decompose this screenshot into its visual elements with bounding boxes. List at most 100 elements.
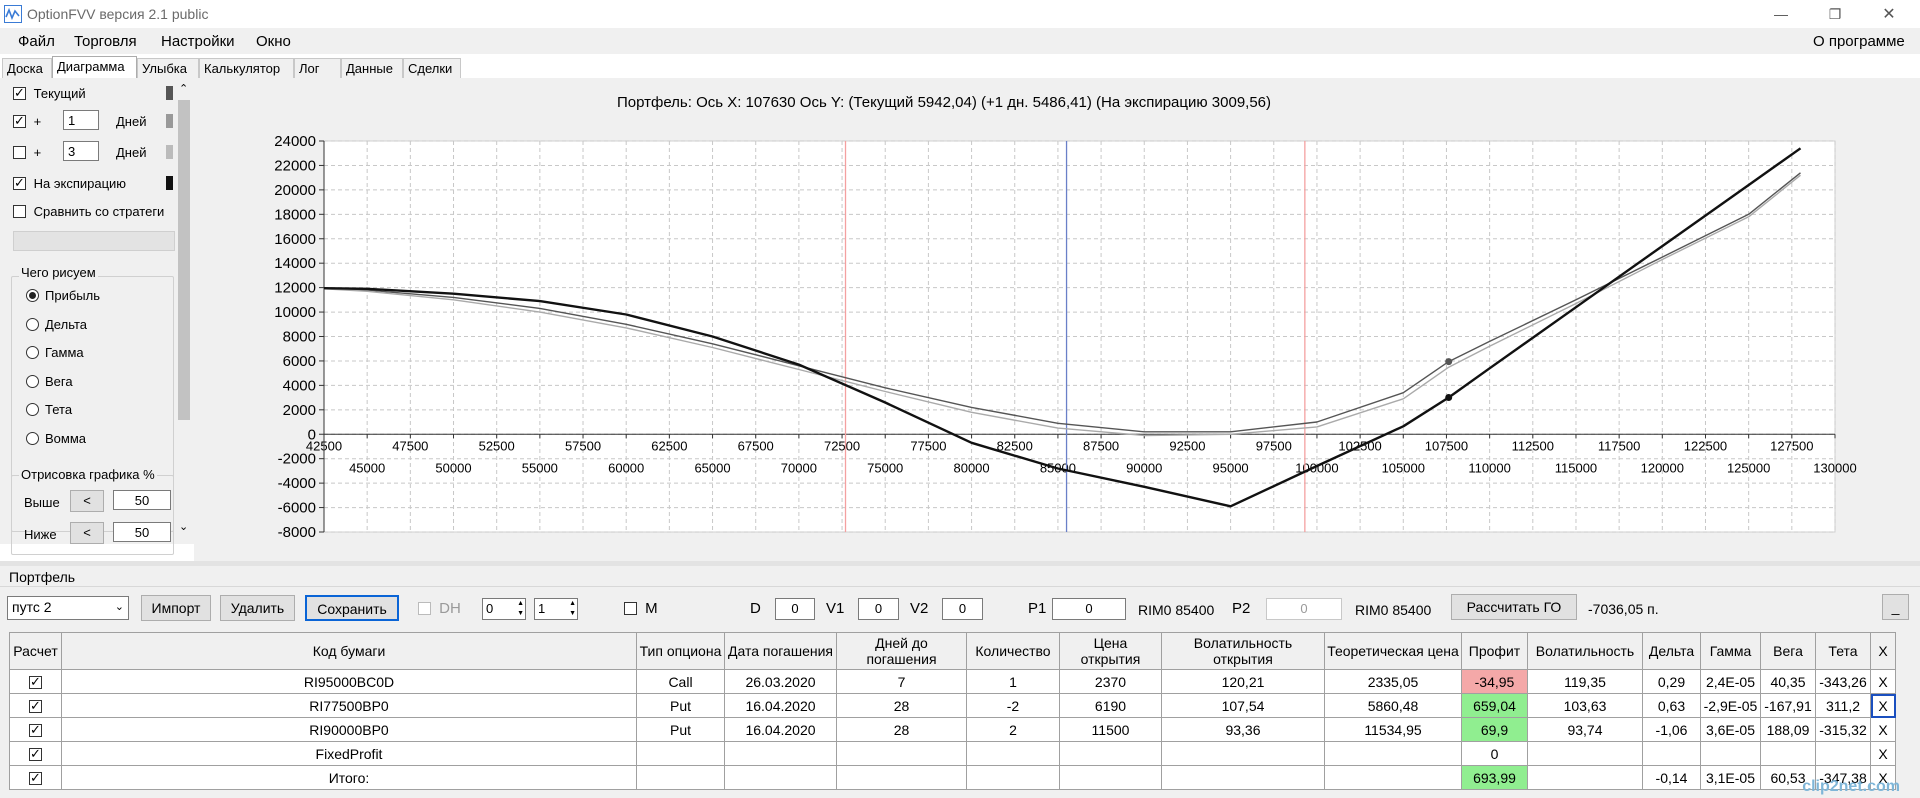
table-cell[interactable]: 28 [836, 693, 967, 718]
table-cell[interactable]: Call [636, 669, 725, 694]
tab-diagram[interactable]: Диаграмма [52, 56, 137, 78]
table-cell[interactable] [966, 741, 1060, 766]
column-header[interactable]: Дней до погашения [836, 632, 967, 670]
table-cell[interactable]: 103,63 [1527, 693, 1643, 718]
tab-board[interactable]: Доска [2, 58, 52, 78]
current-checkbox[interactable] [13, 85, 26, 101]
table-cell[interactable]: -167,91 [1760, 693, 1816, 718]
plus2-color-swatch[interactable] [166, 145, 173, 159]
calc-checkbox[interactable] [29, 722, 42, 738]
current-option[interactable]: Текущий [13, 85, 86, 101]
table-cell[interactable] [1324, 741, 1462, 766]
panel-splitter[interactable] [0, 561, 1920, 566]
below-value-input[interactable]: 50 [113, 522, 171, 542]
v1-input[interactable]: 0 [858, 598, 899, 620]
table-cell[interactable]: 107,54 [1161, 693, 1325, 718]
menu-trading[interactable]: Торговля [74, 33, 137, 50]
calc-checkbox-cell[interactable] [9, 717, 62, 742]
compare-checkbox[interactable] [13, 205, 26, 218]
column-header[interactable]: Волатильность открытия [1161, 632, 1325, 670]
table-cell[interactable] [1642, 741, 1701, 766]
tab-log[interactable]: Лог [294, 58, 341, 78]
left-panel-scrollbar[interactable]: ⌃ ⌄ [176, 82, 192, 534]
table-cell[interactable]: 2370 [1059, 669, 1162, 694]
current-color-swatch[interactable] [166, 86, 173, 100]
table-cell[interactable] [1059, 741, 1162, 766]
table-cell[interactable]: 16.04.2020 [724, 693, 837, 718]
column-header[interactable]: Вега [1760, 632, 1816, 670]
delete-row-button[interactable]: X [1870, 765, 1896, 790]
calc-checkbox[interactable] [29, 674, 42, 690]
menu-settings[interactable]: Настройки [161, 33, 235, 50]
plus1-color-swatch[interactable] [166, 114, 173, 128]
table-cell[interactable]: 0 [1461, 741, 1528, 766]
table-cell[interactable] [724, 741, 837, 766]
table-row[interactable]: RI95000BC0DCall26.03.2020712370120,21233… [9, 669, 1896, 694]
column-header[interactable]: Теоретическая цена [1324, 632, 1462, 670]
draw-option-0[interactable]: Прибыль [26, 288, 100, 303]
table-cell[interactable]: 0,63 [1642, 693, 1701, 718]
table-cell[interactable]: 28 [836, 717, 967, 742]
draw-option-2[interactable]: Гамма [26, 345, 84, 360]
delete-row-button[interactable]: X [1870, 669, 1896, 694]
minimize-panel-button[interactable]: _ [1882, 594, 1909, 620]
table-cell[interactable]: 93,74 [1527, 717, 1643, 742]
table-cell[interactable]: 11534,95 [1324, 717, 1462, 742]
table-cell[interactable]: 659,04 [1461, 693, 1528, 718]
spin1-input[interactable]: 0 ▲ ▼ [482, 598, 526, 620]
table-cell[interactable] [836, 741, 967, 766]
table-cell[interactable] [1527, 765, 1643, 790]
draw-option-3[interactable]: Вега [26, 374, 73, 389]
menu-window[interactable]: Окно [256, 33, 291, 50]
table-cell[interactable]: -1,06 [1642, 717, 1701, 742]
table-row[interactable]: RI90000BP0Put16.04.20202821150093,361153… [9, 717, 1896, 742]
draw-option-radio[interactable] [26, 374, 39, 388]
expiration-checkbox[interactable] [13, 175, 26, 191]
table-cell[interactable]: 26.03.2020 [724, 669, 837, 694]
table-cell[interactable]: 40,35 [1760, 669, 1816, 694]
draw-option-radio[interactable] [26, 317, 39, 331]
import-button[interactable]: Импорт [141, 595, 211, 621]
draw-option-radio[interactable] [26, 289, 39, 302]
close-icon[interactable]: ✕ [1882, 6, 1896, 23]
table-cell[interactable]: Итого: [61, 765, 637, 790]
calculate-go-button[interactable]: Рассчитать ГО [1451, 594, 1577, 620]
calc-checkbox-cell[interactable] [9, 669, 62, 694]
table-cell[interactable]: 119,35 [1527, 669, 1643, 694]
tab-smile[interactable]: Улыбка [137, 58, 199, 78]
table-cell[interactable]: 5860,48 [1324, 693, 1462, 718]
plus2-days-input[interactable]: 3 [63, 141, 99, 161]
table-cell[interactable]: 93,36 [1161, 717, 1325, 742]
table-cell[interactable]: 11500 [1059, 717, 1162, 742]
table-cell[interactable] [724, 765, 837, 790]
menu-file[interactable]: Файл [18, 33, 55, 50]
table-cell[interactable] [1161, 741, 1325, 766]
table-cell[interactable] [1324, 765, 1462, 790]
table-cell[interactable]: -34,95 [1461, 669, 1528, 694]
v2-input[interactable]: 0 [942, 598, 983, 620]
plus2-option[interactable]: + [13, 145, 41, 160]
calc-checkbox-cell[interactable] [9, 765, 62, 790]
column-header[interactable]: Код бумаги [61, 632, 637, 670]
column-header[interactable]: Дата погашения [724, 632, 837, 670]
plus1-days-input[interactable]: 1 [63, 110, 99, 130]
draw-option-radio[interactable] [26, 431, 39, 445]
table-cell[interactable]: -0,14 [1642, 765, 1701, 790]
table-cell[interactable]: 69,9 [1461, 717, 1528, 742]
column-header[interactable]: Профит [1461, 632, 1528, 670]
m-checkbox[interactable] [624, 602, 637, 615]
dh-option[interactable]: DH [418, 600, 461, 617]
draw-option-1[interactable]: Дельта [26, 317, 87, 332]
expiration-option[interactable]: На экспирацию [13, 175, 126, 191]
m-option[interactable]: M [624, 600, 658, 617]
draw-option-4[interactable]: Тета [26, 402, 72, 417]
calc-checkbox-cell[interactable] [9, 693, 62, 718]
table-cell[interactable]: 1 [966, 669, 1060, 694]
table-cell[interactable]: RI90000BP0 [61, 717, 637, 742]
spin2-input[interactable]: 1 ▲ ▼ [534, 598, 578, 620]
delete-button[interactable]: Удалить [220, 595, 295, 621]
table-cell[interactable] [1815, 741, 1871, 766]
column-header[interactable]: Тета [1815, 632, 1871, 670]
scroll-up-icon[interactable]: ⌃ [179, 83, 189, 95]
